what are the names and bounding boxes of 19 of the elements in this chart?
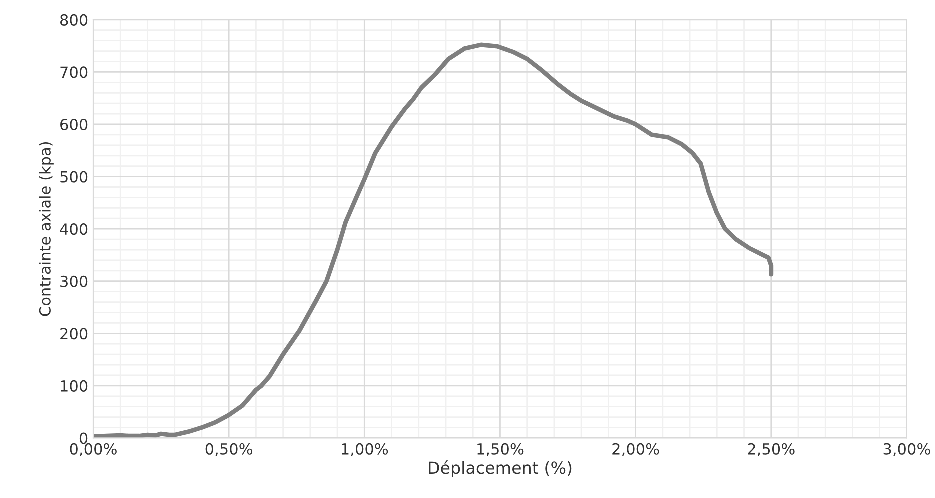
y-axis-title: Contrainte axiale (kpa) — [39, 142, 54, 316]
line-series — [94, 42, 774, 438]
x-tick-label: 0,00% — [70, 443, 117, 456]
x-axis-title: Déplacement (%) — [429, 460, 572, 478]
y-tick-label: 500 — [60, 171, 88, 183]
y-tick-label: 600 — [60, 118, 88, 131]
y-tick-label: 0 — [80, 432, 88, 444]
x-tick-label: 1,00% — [342, 443, 388, 456]
y-tick-label: 300 — [60, 276, 88, 288]
y-tick-label: 200 — [60, 328, 88, 340]
y-tick-label: 100 — [61, 380, 88, 392]
y-tick-label: 800 — [60, 14, 88, 26]
x-tick-label: 3,00% — [884, 443, 930, 456]
x-tick-label: 1,50% — [478, 443, 524, 456]
x-tick-label: 2,00% — [612, 443, 660, 456]
x-tick-label: 0,50% — [206, 443, 252, 456]
x-tick-label: 2,50% — [748, 443, 795, 456]
y-tick-label: 400 — [60, 224, 88, 236]
y-tick-label: 700 — [60, 66, 88, 78]
